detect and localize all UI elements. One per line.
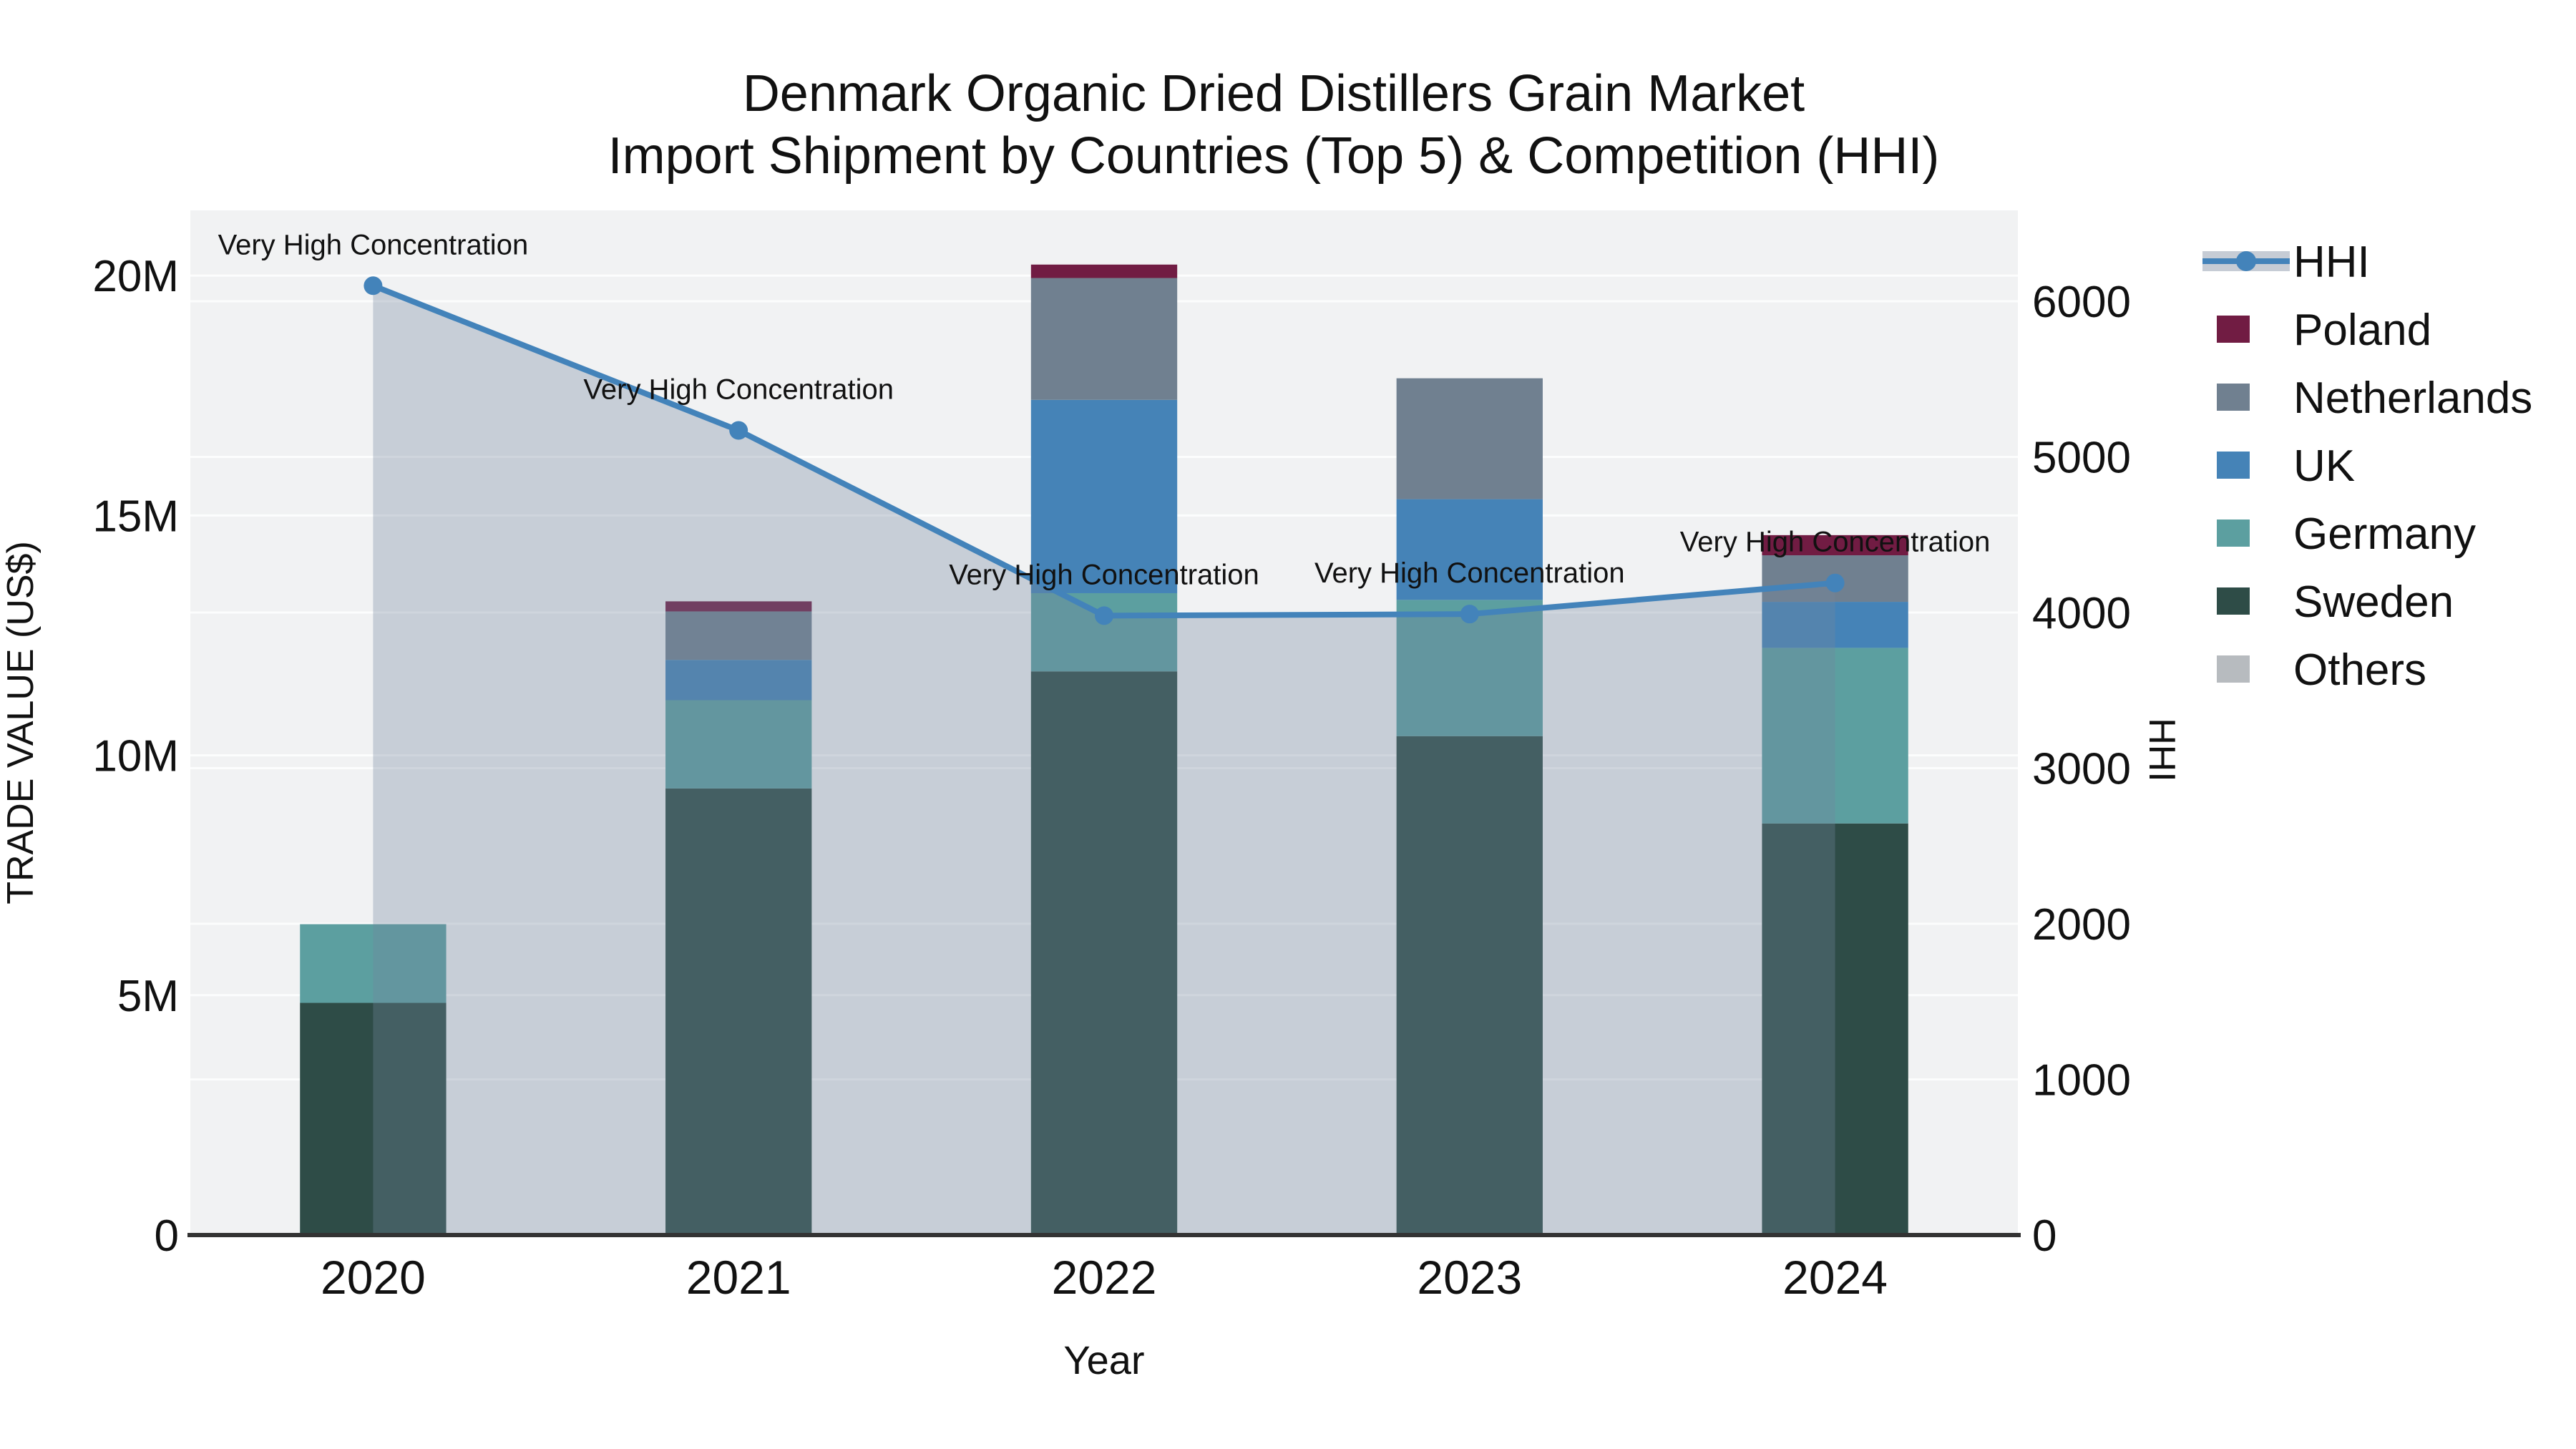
annotation-2024: Very High Concentration [1680,527,1991,558]
legend-swatch-netherlands [2217,384,2250,411]
legend-label-netherlands: Netherlands [2293,374,2532,423]
axes-layer: 0 5M 10M 15M 20M 0 1000 2000 3000 4000 5000 6000 202… [92,252,2131,1304]
legend-item-hhi[interactable]: HHI [2202,238,2370,287]
hhi-marker-2022 [1095,606,1113,625]
annotations-layer: Very High Concentration Very High Concent… [218,229,1991,590]
y-left-tick-20M: 20M [92,252,179,301]
bar-segment-germany-2020 [300,924,447,1003]
y-right-tick-6000: 6000 [2032,278,2131,327]
legend-item-others[interactable]: Others [2217,645,2426,695]
bar-segment-uk-2021 [665,660,812,701]
bar-segment-poland-2021 [665,601,812,612]
legend-swatch-germany [2217,519,2250,547]
bar-segment-poland-2024 [1762,535,1908,556]
x-tick-2021: 2021 [686,1251,791,1304]
bar-segment-sweden-2020 [300,1002,447,1235]
annotation-2020: Very High Concentration [218,229,529,260]
hhi-area-fill [373,286,1835,1235]
bar-segment-uk-2022 [1030,399,1178,593]
hhi-marker-2023 [1460,605,1479,624]
x-tick-2024: 2024 [1782,1251,1888,1304]
legend-item-netherlands[interactable]: Netherlands [2217,374,2532,423]
legend-item-uk[interactable]: UK [2217,441,2355,491]
y-left-tick-15M: 15M [92,492,179,541]
y-right-tick-5000: 5000 [2032,434,2131,483]
bar-segment-poland-2022 [1030,264,1178,278]
chart-title-line2: Import Shipment by Countries (Top 5) & C… [608,127,1940,185]
x-axis-title: Year [1063,1337,1144,1382]
legend-swatch-uk [2217,452,2250,479]
legend-item-germany[interactable]: Germany [2217,509,2476,559]
annotation-2023: Very High Concentration [1314,557,1625,589]
bar-segment-sweden-2023 [1396,736,1543,1235]
x-tick-2022: 2022 [1052,1251,1157,1304]
y-left-tick-10M: 10M [92,732,179,781]
bar-segment-uk-2023 [1396,499,1543,600]
hhi-line-layer [364,276,1845,625]
hhi-marker-2020 [364,276,383,296]
y-right-tick-4000: 4000 [2032,589,2131,638]
bar-segment-germany-2024 [1762,648,1908,824]
bar-segment-germany-2022 [1030,592,1178,672]
bar-segment-sweden-2022 [1030,671,1178,1235]
legend-item-sweden[interactable]: Sweden [2217,577,2454,627]
legend-swatch-poland [2217,316,2250,343]
hhi-marker-2021 [729,421,748,440]
x-tick-2023: 2023 [1417,1251,1522,1304]
y-left-axis-title: TRADE VALUE (US$) [0,541,42,904]
legend-label-uk: UK [2293,441,2355,491]
x-tick-2020: 2020 [321,1251,426,1304]
legend-swatch-sweden [2217,587,2250,615]
legend-swatch-others [2217,655,2250,683]
hhi-marker-2024 [1825,573,1845,592]
y-right-tick-1000: 1000 [2032,1056,2131,1106]
y-left-tick-0: 0 [155,1211,179,1261]
y-right-tick-2000: 2000 [2032,900,2131,950]
bar-segment-netherlands-2022 [1030,278,1178,400]
bar-segment-sweden-2024 [1762,823,1908,1235]
chart-title-line1: Denmark Organic Dried Distillers Grain M… [743,65,1805,122]
legend-label-germany: Germany [2293,509,2476,559]
y-right-tick-3000: 3000 [2032,745,2131,794]
hhi-area-layer [373,286,1835,1235]
bar-segment-uk-2024 [1762,602,1908,648]
bar-segment-netherlands-2021 [665,611,812,660]
legend-item-poland[interactable]: Poland [2217,306,2431,355]
legend-label-others: Others [2293,645,2426,695]
y-right-axis-title: HHI [2141,718,2182,782]
y-left-tick-5M: 5M [117,972,179,1021]
y-right-tick-0: 0 [2032,1211,2057,1261]
bar-segment-sweden-2021 [665,788,812,1235]
annotation-2022: Very High Concentration [949,559,1259,590]
legend: HHI Poland Netherlands UK Germany Sweden Other… [2202,238,2532,695]
bar-segment-netherlands-2023 [1396,378,1543,499]
legend-label-hhi: HHI [2293,238,2370,287]
legend-label-poland: Poland [2293,306,2431,355]
legend-label-sweden: Sweden [2293,577,2454,627]
annotation-2021: Very High Concentration [583,374,894,406]
bar-segment-germany-2021 [665,700,812,789]
hhi-legend-marker-icon [2236,251,2256,271]
